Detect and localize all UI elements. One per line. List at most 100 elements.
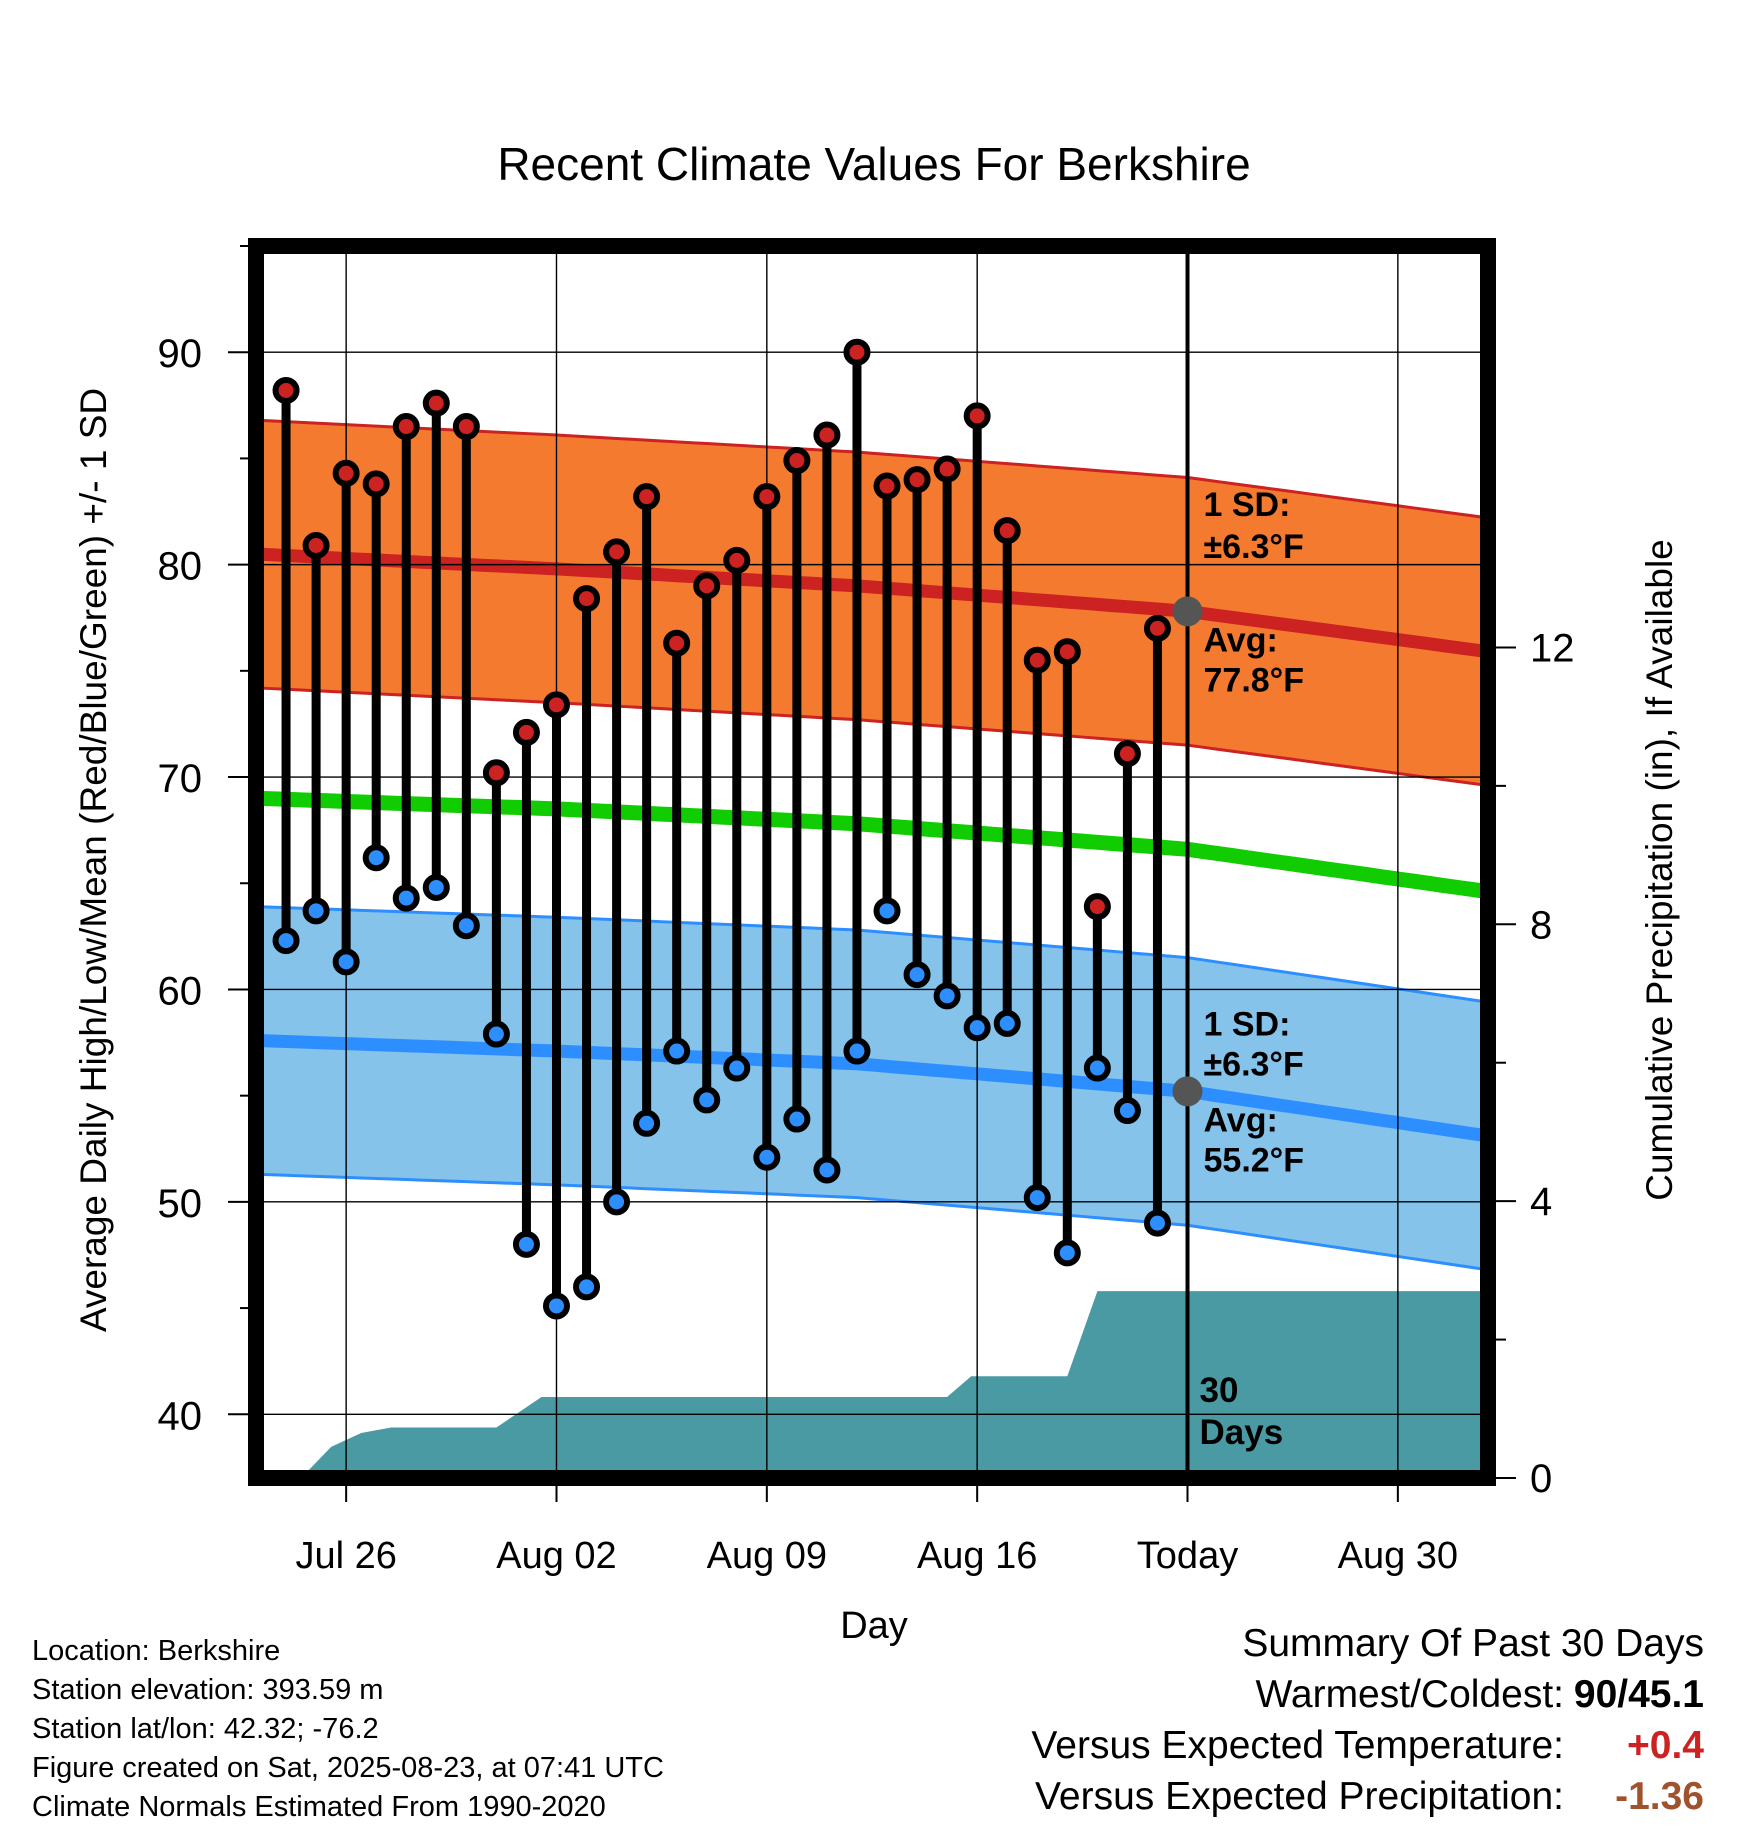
daily-high-point <box>693 572 721 600</box>
daily-low-point <box>813 1156 841 1184</box>
daily-low-point <box>392 884 420 912</box>
y2-tick-label: 12 <box>1530 626 1575 670</box>
normal-low-line <box>256 1033 1488 1143</box>
low-sd-label: 1 SD: <box>1204 1005 1291 1043</box>
daily-low-point <box>753 1143 781 1171</box>
today-high-normal-marker <box>1172 596 1203 627</box>
x-tick-label: Jul 26 <box>295 1535 396 1577</box>
daily-high-point <box>362 470 390 498</box>
high-avg-value: 77.8°F <box>1204 661 1305 699</box>
daily-low-point <box>633 1109 661 1137</box>
daily-high-point <box>993 517 1021 545</box>
daily-high-point <box>573 585 601 613</box>
elevation-text: Station elevation: 393.59 m <box>32 1674 384 1706</box>
low-sd-band <box>256 906 1488 1270</box>
high-sd-label: 1 SD: <box>1204 486 1291 524</box>
daily-high-point <box>302 532 330 560</box>
daily-high-point <box>512 718 540 746</box>
daily-high-point <box>392 413 420 441</box>
high-sd-band <box>256 420 1488 786</box>
daily-low-point <box>993 1009 1021 1037</box>
daily-high-point <box>633 483 661 511</box>
daily-low-point <box>843 1037 871 1065</box>
precip-area <box>256 1291 1488 1478</box>
daily-high-point <box>1143 614 1171 642</box>
temp-label: Versus Expected Temperature: <box>1031 1724 1564 1767</box>
daily-high-point <box>813 421 841 449</box>
daily-high-point <box>843 338 871 366</box>
y2-axis-label: Cumulative Precipitation (in), If Availa… <box>1639 539 1680 1201</box>
plot-frame <box>248 238 1496 1486</box>
daily-low-point <box>933 982 961 1010</box>
daily-high-point <box>482 759 510 787</box>
daily-low-point <box>1053 1239 1081 1267</box>
normals-text: Climate Normals Estimated From 1990-2020 <box>32 1791 606 1823</box>
station-info: Location: Berkshire Station elevation: 3… <box>32 1632 664 1827</box>
x-tick-label: Aug 09 <box>707 1535 827 1577</box>
daily-high-point <box>963 402 991 430</box>
x-tick-label: Aug 02 <box>496 1535 616 1577</box>
daily-low-point <box>663 1037 691 1065</box>
y-tick-label: 80 <box>158 545 203 589</box>
x-axis-label: Day <box>840 1605 908 1647</box>
daily-low-point <box>1143 1209 1171 1237</box>
daily-high-point <box>723 546 751 574</box>
low-avg-value: 55.2°F <box>1204 1141 1305 1179</box>
daily-low-point <box>873 897 901 925</box>
y-tick-label: 70 <box>158 757 203 801</box>
daily-high-point <box>933 455 961 483</box>
daily-low-point <box>512 1230 540 1258</box>
daily-high-point <box>753 483 781 511</box>
high-sd-lower-edge <box>256 686 1488 788</box>
created-text: Figure created on Sat, 2025-08-23, at 07… <box>32 1752 664 1784</box>
daily-high-point <box>422 389 450 417</box>
y-tick-label: 60 <box>158 969 203 1013</box>
daily-low-point <box>573 1273 601 1301</box>
daily-low-point <box>903 961 931 989</box>
y2-tick-label: 4 <box>1530 1180 1552 1224</box>
daily-low-point <box>362 844 390 872</box>
today-low-normal-marker <box>1172 1076 1203 1107</box>
low-sd-lower-edge <box>256 1172 1488 1272</box>
days-word-label: Days <box>1200 1413 1284 1452</box>
daily-low-point <box>302 897 330 925</box>
x-tick-label: Aug 16 <box>917 1535 1037 1577</box>
precip-label: Versus Expected Precipitation: <box>1035 1775 1564 1818</box>
days-count-label: 30 <box>1200 1371 1239 1410</box>
daily-high-point <box>332 459 360 487</box>
daily-low-point <box>693 1086 721 1114</box>
daily-low-point <box>1083 1054 1111 1082</box>
warmest-value: 90/45.1 <box>1573 1673 1704 1716</box>
latlon-text: Station lat/lon: 42.32; -76.2 <box>32 1713 379 1745</box>
y-tick-label: 40 <box>158 1394 203 1438</box>
high-avg-label: Avg: <box>1204 621 1278 659</box>
y-tick-label: 50 <box>158 1182 203 1226</box>
x-tick-label: Aug 30 <box>1338 1535 1458 1577</box>
daily-high-point <box>1113 740 1141 768</box>
summary-precip-row: Versus Expected Precipitation: -1.36 <box>1031 1771 1704 1822</box>
daily-low-point <box>332 948 360 976</box>
summary-title: Summary Of Past 30 Days <box>1242 1622 1704 1665</box>
y2-tick-label: 8 <box>1530 903 1552 947</box>
daily-high-point <box>542 691 570 719</box>
y-tick-label: 90 <box>158 332 203 376</box>
daily-high-point <box>783 447 811 475</box>
normal-mean-line <box>256 790 1488 900</box>
daily-high-point <box>272 376 300 404</box>
precip-value: -1.36 <box>1615 1775 1704 1818</box>
high-sd-value: ±6.3°F <box>1204 528 1304 566</box>
y2-tick-label: 0 <box>1530 1457 1552 1501</box>
warmest-label: Warmest/Coldest: <box>1255 1673 1564 1716</box>
daily-high-point <box>603 538 631 566</box>
low-avg-label: Avg: <box>1204 1101 1278 1139</box>
summary-temp-row: Versus Expected Temperature: +0.4 <box>1031 1720 1704 1771</box>
y-axis-label: Average Daily High/Low/Mean (Red/Blue/Gr… <box>73 388 114 1332</box>
daily-low-point <box>422 873 450 901</box>
daily-low-point <box>963 1014 991 1042</box>
daily-low-point <box>1023 1184 1051 1212</box>
daily-low-point <box>452 912 480 940</box>
daily-high-point <box>1023 646 1051 674</box>
